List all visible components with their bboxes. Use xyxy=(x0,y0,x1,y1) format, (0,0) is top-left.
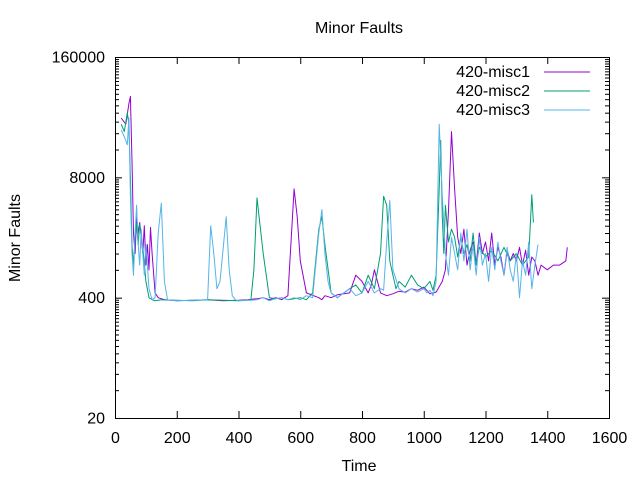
y-tick-label: 400 xyxy=(78,290,105,307)
x-tick-label: 1000 xyxy=(406,430,442,447)
x-tick-label: 400 xyxy=(226,430,253,447)
x-tick-label: 1400 xyxy=(530,430,566,447)
x-axis-ticks: 0 200 400 600 800 1000 1200 1400 1600 xyxy=(111,57,627,447)
legend-label: 420-misc2 xyxy=(456,83,530,100)
y-tick-label: 160000 xyxy=(52,50,105,67)
y-axis-ticks: 20 400 8000 160000 xyxy=(52,50,609,428)
x-tick-label: 0 xyxy=(111,430,120,447)
series-line-420-misc3 xyxy=(120,117,539,302)
legend: 420-misc1 420-misc2 420-misc3 xyxy=(456,64,590,119)
plot-area-border xyxy=(115,57,610,419)
x-tick-label: 1200 xyxy=(468,430,504,447)
x-tick-label: 200 xyxy=(164,430,191,447)
x-tick-label: 600 xyxy=(287,430,314,447)
y-tick-label: 20 xyxy=(87,411,105,428)
y-tick-label: 8000 xyxy=(69,170,105,187)
x-axis-label: Time xyxy=(342,458,377,475)
legend-label: 420-misc1 xyxy=(456,64,530,81)
x-tick-label: 800 xyxy=(349,430,376,447)
legend-label: 420-misc3 xyxy=(456,102,530,119)
series-lines xyxy=(120,95,568,302)
chart-title: Minor Faults xyxy=(315,20,403,37)
y-axis-label: Minor Faults xyxy=(7,194,24,282)
x-tick-label: 1600 xyxy=(592,430,628,447)
series-line-420-misc1 xyxy=(120,95,568,302)
